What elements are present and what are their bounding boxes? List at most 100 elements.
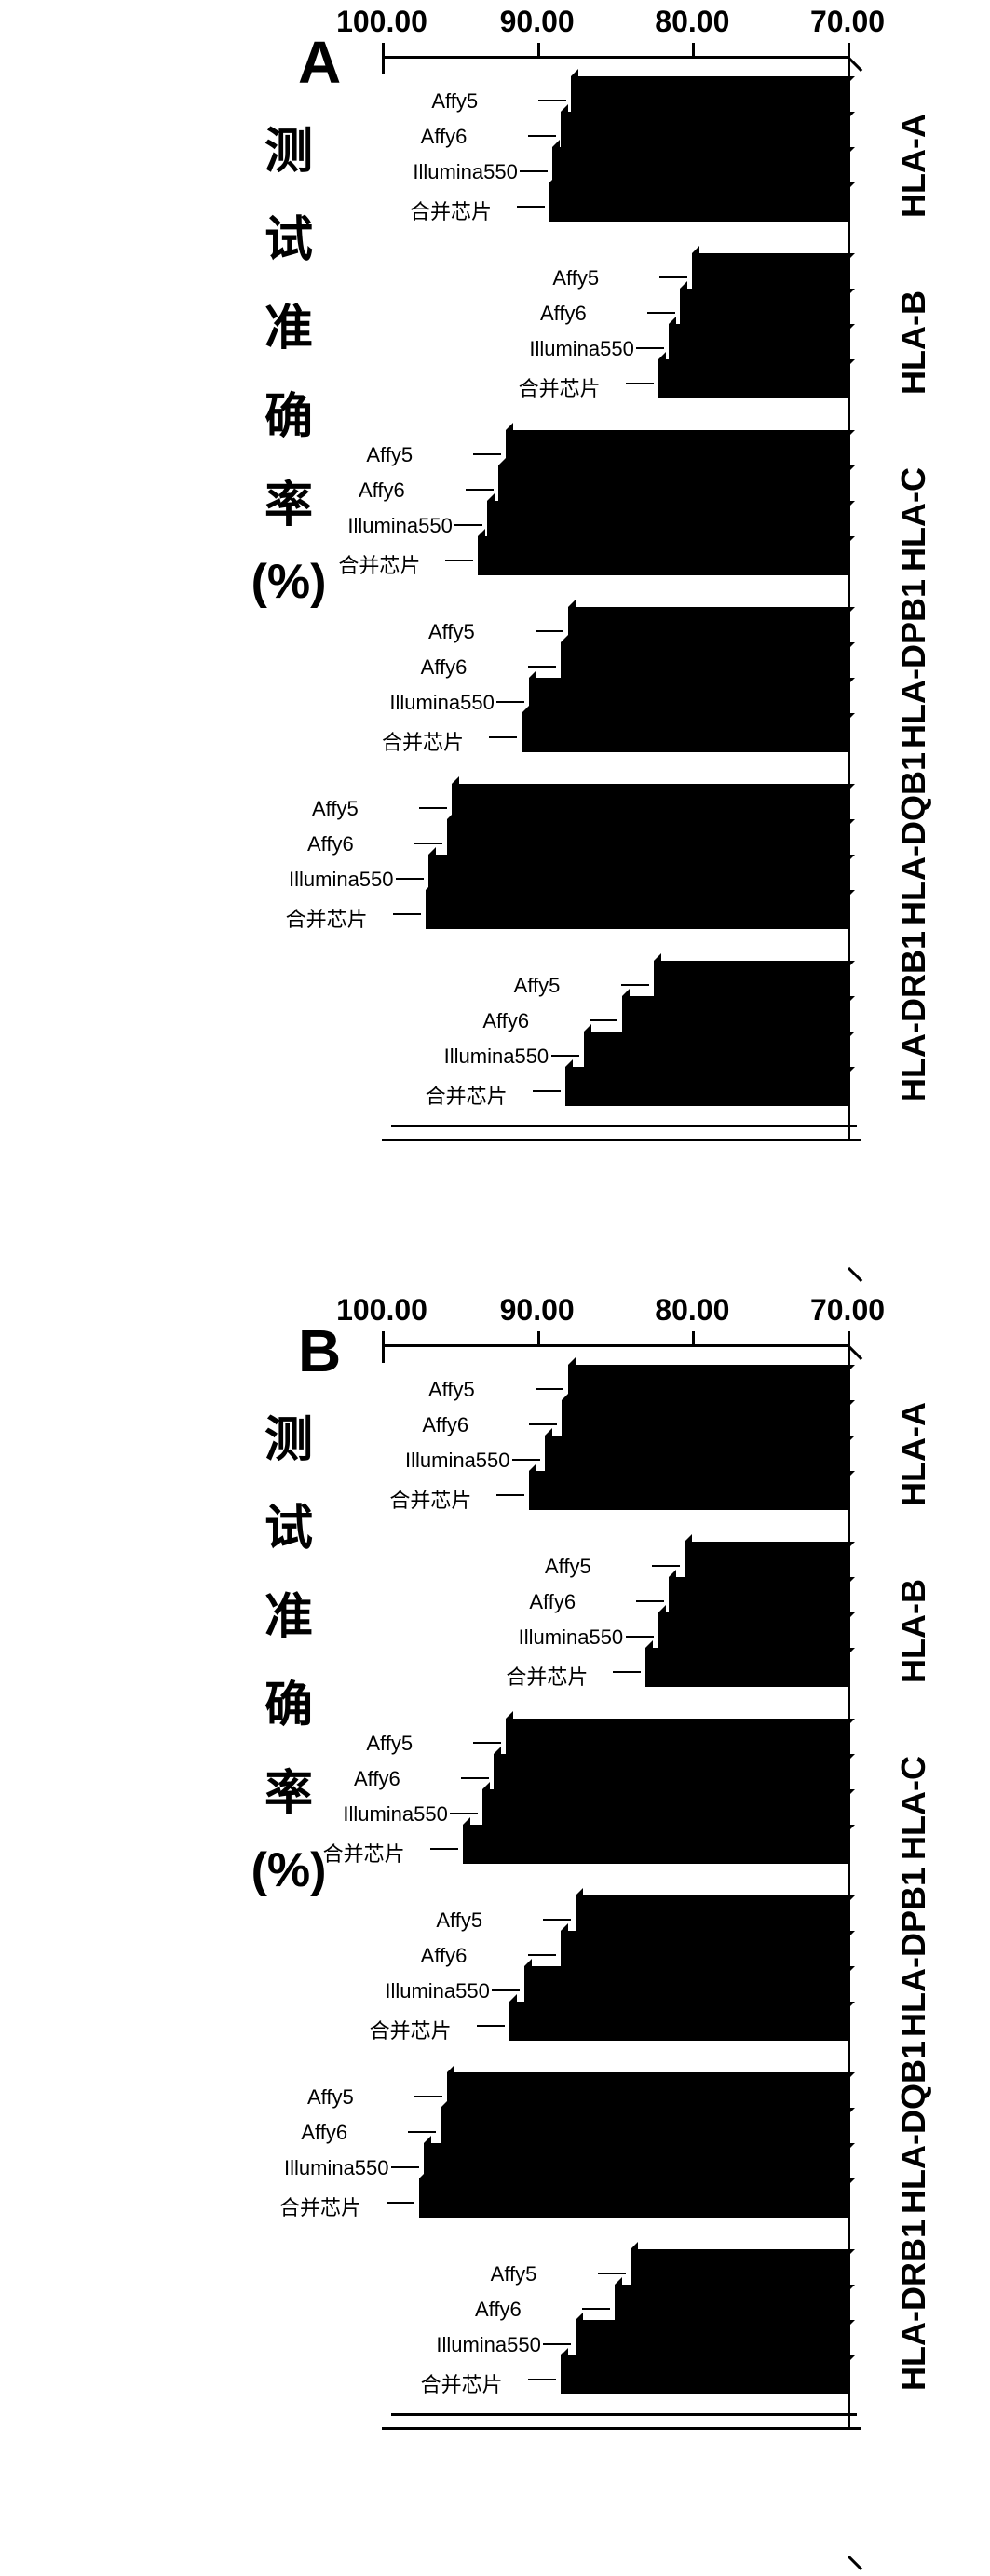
bar-3d-top xyxy=(447,819,855,827)
annotation-leader xyxy=(517,206,545,208)
bar-annotation: Affy5 xyxy=(431,89,478,114)
y-axis-line xyxy=(848,1344,850,2427)
annotation-leader xyxy=(414,843,442,844)
annotation-leader xyxy=(430,1848,458,1850)
bar xyxy=(549,190,848,222)
bar-3d-top xyxy=(615,2285,855,2292)
bar-3d-top xyxy=(494,1754,855,1761)
annotation-leader xyxy=(445,560,473,561)
annotation-leader xyxy=(647,312,675,314)
bar xyxy=(658,1620,848,1652)
bar-annotation: Affy5 xyxy=(428,620,475,644)
annotation-leader xyxy=(551,1055,579,1057)
bar-3d-top xyxy=(562,1400,855,1408)
bar-3d-top xyxy=(654,961,855,968)
category-label: HLA-DRB1 xyxy=(894,931,933,1102)
value-tick xyxy=(848,1331,850,1344)
bar xyxy=(509,2009,848,2041)
bar-annotation: Illumina550 xyxy=(289,868,394,892)
bar xyxy=(669,1585,848,1616)
bar-3d-top xyxy=(669,1577,855,1585)
annotation-leader xyxy=(659,276,687,278)
annotation-leader xyxy=(473,1742,501,1744)
bar-annotation: Affy5 xyxy=(366,443,413,467)
bar-annotation: Illumina550 xyxy=(284,2156,389,2180)
annotation-leader xyxy=(528,2379,556,2380)
y-axis-title-char: 准 xyxy=(264,1577,313,1647)
annotation-leader xyxy=(528,1954,556,1956)
annotation-leader xyxy=(590,1019,617,1021)
bar-annotation: Affy5 xyxy=(552,266,599,290)
bar-annotation: 合并芯片 xyxy=(506,1661,588,1691)
bar-annotation: Illumina550 xyxy=(519,1625,624,1650)
bar-annotation: Affy5 xyxy=(514,974,561,998)
bar-annotation: Affy5 xyxy=(366,1732,413,1756)
y-axis-title-char: (%) xyxy=(251,554,327,610)
panel-a-y-title: 测试准确率(%) xyxy=(261,112,317,610)
value-tick xyxy=(537,43,540,56)
annotation-leader xyxy=(528,666,556,668)
y-axis-title-char: (%) xyxy=(251,1842,327,1898)
bar-3d-top xyxy=(658,359,855,367)
panel-a: A 测试准确率(%) 70.0080.0090.00100.00Affy5Aff… xyxy=(0,0,990,1288)
bar-annotation: Affy5 xyxy=(491,2262,537,2286)
y-axis-title-char: 率 xyxy=(264,1754,313,1824)
value-tick xyxy=(848,43,850,56)
bar xyxy=(654,968,848,1000)
bar xyxy=(565,1074,848,1106)
bar-3d-top xyxy=(622,996,855,1004)
bar-annotation: Illumina550 xyxy=(347,514,453,538)
annotation-leader xyxy=(621,984,649,986)
value-tick xyxy=(692,1331,695,1344)
bar xyxy=(561,119,848,151)
bar-annotation: Illumina550 xyxy=(444,1045,549,1069)
y-axis-line xyxy=(848,56,850,1139)
bar xyxy=(584,1039,848,1071)
bar xyxy=(576,1903,848,1935)
bar xyxy=(685,1549,848,1581)
annotation-leader xyxy=(598,2273,626,2274)
bar-annotation: Affy5 xyxy=(428,1378,475,1402)
bar-annotation: Affy5 xyxy=(307,2085,354,2110)
y-axis-title-char: 测 xyxy=(264,1400,313,1470)
bar xyxy=(424,2151,848,2182)
value-tick xyxy=(537,1331,540,1344)
bar-annotation: 合并芯片 xyxy=(279,2192,361,2221)
value-tick-label: 100.00 xyxy=(335,1293,428,1328)
bar xyxy=(447,2080,848,2111)
annotation-leader xyxy=(473,453,501,455)
value-tick xyxy=(382,43,385,56)
bar xyxy=(494,1761,848,1793)
category-label: HLA-B xyxy=(894,1579,933,1683)
annotation-leader xyxy=(636,347,664,349)
bar-3d-top xyxy=(631,2249,855,2257)
annotation-leader xyxy=(536,630,563,632)
bar-3d-top xyxy=(685,1542,855,1549)
y-axis-title-char: 试 xyxy=(264,200,313,270)
bar-3d-top xyxy=(571,76,855,84)
bar xyxy=(506,438,848,469)
bar-3d-top xyxy=(552,147,855,155)
annotation-leader xyxy=(533,1090,561,1092)
bar-annotation: Illumina550 xyxy=(436,2333,541,2357)
bar-3d-top xyxy=(561,2355,855,2363)
floor-line xyxy=(391,1125,857,1127)
bar xyxy=(568,1372,848,1404)
bar-annotation: Affy5 xyxy=(545,1555,591,1579)
bar-annotation: 合并芯片 xyxy=(286,903,368,933)
bar-3d-top xyxy=(482,1789,855,1797)
bar-3d-top xyxy=(487,501,855,508)
bar-3d-top xyxy=(568,1365,855,1372)
y-axis-title-char: 试 xyxy=(264,1489,313,1558)
bar-3d-top xyxy=(561,112,855,119)
panel-b: B 测试准确率(%) 70.0080.0090.00100.00Affy5Aff… xyxy=(0,1288,990,2576)
bar xyxy=(669,331,848,363)
bar-3d-top xyxy=(424,2143,855,2151)
bar-3d-top xyxy=(669,324,855,331)
annotation-leader xyxy=(477,2025,505,2027)
bar-annotation: 合并芯片 xyxy=(382,726,464,756)
value-tick xyxy=(692,43,695,56)
bar xyxy=(524,1974,848,2005)
bar-3d-top xyxy=(576,1895,855,1903)
bar-3d-top xyxy=(549,182,855,190)
